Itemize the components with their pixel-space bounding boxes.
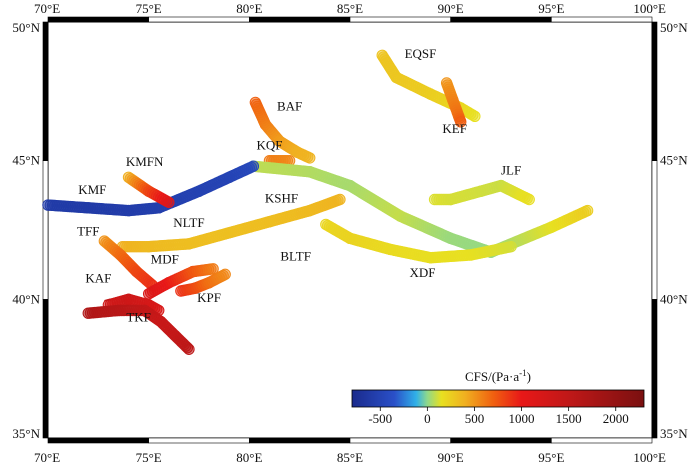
lon-tick-label-bottom: 80°E xyxy=(236,450,262,465)
map-border-bars xyxy=(42,16,658,444)
fault-label-jlf: JLF xyxy=(501,163,521,178)
fault-trace-point xyxy=(247,160,260,172)
colorbar-tick-label: 2000 xyxy=(603,411,629,426)
border-bar-bottom xyxy=(249,437,351,444)
colorbar: CFS/(Pa·a-1) -500 0 500 1000 1500 2000 xyxy=(351,368,645,426)
lon-tick-label-top: 75°E xyxy=(136,1,162,16)
lon-tick-label-bottom: 90°E xyxy=(438,450,464,465)
lon-tick-label-top: 85°E xyxy=(337,1,363,16)
colorbar-tick-label: 500 xyxy=(465,411,485,426)
border-bar-bottom xyxy=(349,437,451,444)
fault-label-tkf: TKF xyxy=(126,310,151,325)
colorbar-title: CFS/(Pa·a-1) xyxy=(465,368,531,384)
fault-trace-point xyxy=(183,343,195,355)
fault-trace-jlf xyxy=(428,179,535,206)
fault-label-kshf: KSHF xyxy=(265,190,298,205)
fault-trace-point xyxy=(581,204,594,217)
fault-label-kef: KEF xyxy=(442,121,467,136)
fault-label-kqf: KQF xyxy=(256,138,282,153)
fault-trace-nltf xyxy=(116,193,346,253)
fault-label-xdf: XDF xyxy=(409,265,435,280)
lon-tick-label-bottom: 75°E xyxy=(136,450,162,465)
colorbar-gradient xyxy=(351,389,645,408)
border-bar-top xyxy=(47,16,149,23)
fault-label-tff: TFF xyxy=(77,224,99,239)
fault-label-kaf: KAF xyxy=(85,271,111,286)
lat-tick-label-left: 40°N xyxy=(12,291,40,306)
lon-tick-label-top: 70°E xyxy=(34,1,60,16)
fault-trace-kmfn xyxy=(122,171,175,208)
fault-trace-mdf xyxy=(142,263,219,300)
border-bar-bottom xyxy=(148,437,250,444)
border-bar-left xyxy=(42,299,49,439)
lon-tick-label-bottom: 100°E xyxy=(633,450,666,465)
border-bar-top xyxy=(148,16,250,23)
border-bar-top xyxy=(450,16,552,23)
fault-label-nltf: NLTF xyxy=(173,215,204,230)
fault-trace-kef xyxy=(440,77,467,128)
lat-tick-label-right: 35°N xyxy=(660,426,688,441)
lat-tick-label-right: 45°N xyxy=(660,153,688,168)
red-dash-mark xyxy=(104,298,111,302)
border-bar-right xyxy=(651,299,658,439)
fault-trace-point xyxy=(334,193,346,206)
border-bar-left xyxy=(42,160,49,300)
fault-trace-tkf xyxy=(82,304,195,355)
fault-labels: EQSF KEF BAF KQF KSHF JLF KMF KMFN NLTF BLTF XDF TF… xyxy=(77,46,521,324)
lon-tick-label-bottom: 85°E xyxy=(337,450,363,465)
lat-tick-label-left: 50°N xyxy=(12,20,40,35)
fault-trace-point xyxy=(207,263,219,275)
map-area xyxy=(47,21,653,439)
colorbar-tick-label: 1500 xyxy=(556,411,582,426)
fault-trace-point xyxy=(469,110,481,122)
border-bar-bottom xyxy=(551,437,653,444)
fault-label-bltf: BLTF xyxy=(280,249,311,264)
axis-tick-labels: 70°E 70°E 75°E 75°E 80°E 80°E 85°E 85°E 90°E 90°E… xyxy=(12,1,688,465)
border-bar-bottom xyxy=(450,437,552,444)
fault-label-kmfn: KMFN xyxy=(126,154,164,169)
lon-tick-label-top: 80°E xyxy=(236,1,262,16)
border-bar-top xyxy=(551,16,653,23)
colorbar-ticks: -500 0 500 1000 1500 2000 xyxy=(368,407,629,426)
fault-trace-point xyxy=(505,240,517,253)
border-bar-right xyxy=(651,21,658,161)
fault-trace-tff xyxy=(98,235,159,292)
fault-trace-bltf xyxy=(320,218,517,264)
border-bar-left xyxy=(42,21,49,161)
fault-trace-point xyxy=(455,116,467,128)
colorbar-tick-label: 0 xyxy=(424,411,431,426)
colorbar-tick-label: -500 xyxy=(368,411,392,426)
fault-label-kmf: KMF xyxy=(78,182,106,197)
lat-tick-label-left: 35°N xyxy=(12,426,40,441)
border-bar-right xyxy=(651,160,658,300)
lat-tick-label-right: 40°N xyxy=(660,291,688,306)
lon-tick-label-bottom: 70°E xyxy=(34,450,60,465)
faults-layer xyxy=(42,49,594,355)
fault-trace-point xyxy=(219,268,231,281)
fault-label-eqsf: EQSF xyxy=(405,46,437,61)
fault-trace-point xyxy=(304,152,316,164)
lon-tick-label-top: 100°E xyxy=(633,1,666,16)
fault-label-kpf: KPF xyxy=(197,290,221,305)
border-bar-top xyxy=(349,16,451,23)
lat-tick-label-left: 45°N xyxy=(12,153,40,168)
fault-trace-kaf xyxy=(102,293,165,317)
fault-trace-baf xyxy=(249,96,316,164)
fault-label-baf: BAF xyxy=(277,99,302,114)
fault-trace-point xyxy=(523,193,535,206)
border-bar-top xyxy=(249,16,351,23)
fault-trace-point xyxy=(163,196,175,208)
fault-trace-kpf xyxy=(175,268,231,297)
colorbar-tick-label: 1000 xyxy=(509,411,535,426)
lon-tick-label-top: 90°E xyxy=(438,1,464,16)
border-bar-bottom xyxy=(47,437,149,444)
lon-tick-label-bottom: 95°E xyxy=(538,450,564,465)
fault-label-mdf: MDF xyxy=(151,251,179,266)
lon-tick-label-top: 95°E xyxy=(538,1,564,16)
lat-tick-label-right: 50°N xyxy=(660,20,688,35)
fault-trace-kmf xyxy=(42,160,260,217)
